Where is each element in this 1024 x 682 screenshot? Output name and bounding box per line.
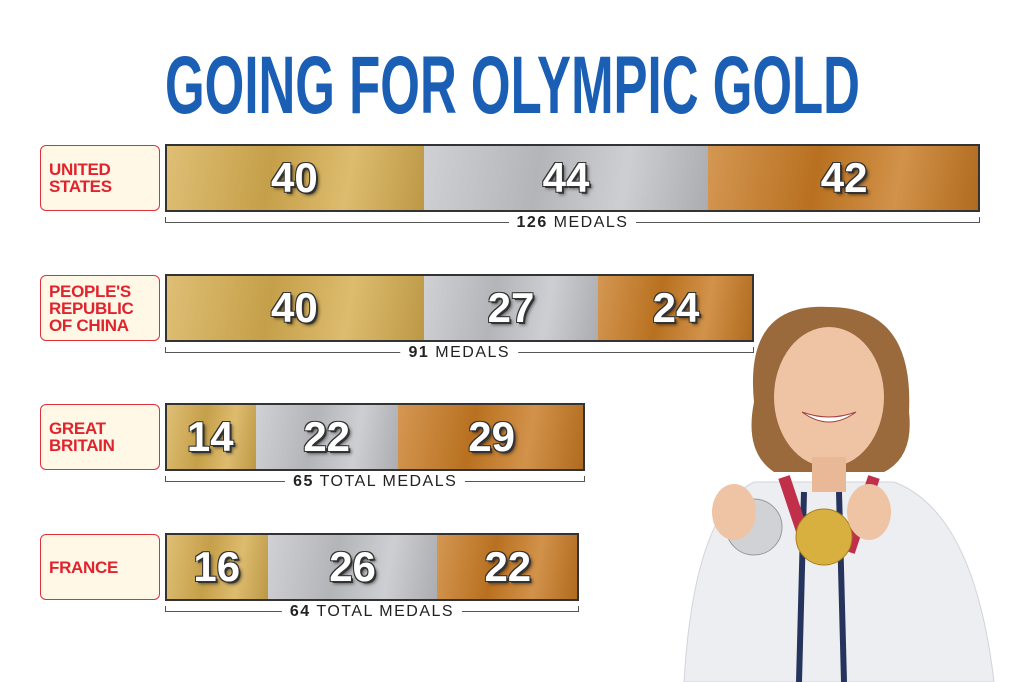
value-label: 22 bbox=[484, 543, 532, 590]
total-label: 64 TOTAL MEDALS bbox=[281, 603, 463, 621]
total-value: 64 bbox=[289, 603, 311, 620]
total-label: 126 MEDALS bbox=[508, 214, 637, 232]
bar-segment bbox=[436, 533, 579, 601]
bar-segment bbox=[165, 274, 424, 342]
category-label: GREAT BRITAIN bbox=[40, 404, 160, 470]
total-value: 126 bbox=[516, 214, 548, 231]
bar-segment bbox=[165, 144, 424, 212]
total-unit: TOTAL MEDALS bbox=[316, 603, 455, 620]
bar-segment bbox=[397, 403, 586, 471]
category-label: FRANCE bbox=[40, 534, 160, 600]
value-label: 27 bbox=[487, 284, 535, 331]
value-label: 24 bbox=[652, 284, 700, 331]
bar-segment bbox=[165, 403, 256, 471]
bar-segment bbox=[165, 533, 269, 601]
total-unit: TOTAL MEDALS bbox=[319, 473, 458, 490]
bar-segment bbox=[598, 274, 754, 342]
value-label: 29 bbox=[468, 413, 515, 460]
value-label: 26 bbox=[329, 543, 376, 590]
total-unit: MEDALS bbox=[553, 214, 629, 231]
bar-segment bbox=[255, 403, 398, 471]
value-label: 14 bbox=[186, 413, 234, 460]
value-label: 16 bbox=[193, 543, 241, 590]
value-label: 40 bbox=[271, 284, 318, 331]
total-label: 91 MEDALS bbox=[400, 344, 519, 362]
bar-segment bbox=[708, 144, 980, 212]
value-label: 22 bbox=[303, 413, 351, 460]
bar-segment bbox=[268, 533, 437, 601]
value-label: 42 bbox=[820, 154, 868, 201]
category-label: PEOPLE'S REPUBLIC OF CHINA bbox=[40, 275, 160, 341]
total-value: 65 bbox=[293, 473, 314, 490]
bar-segment bbox=[423, 274, 599, 342]
total-label: 65 TOTAL MEDALS bbox=[285, 473, 466, 491]
chart-title: GOING FOR OLYMPIC GOLD bbox=[165, 40, 860, 130]
title-area: GOING FOR OLYMPIC GOLD bbox=[165, 40, 860, 130]
value-label: 40 bbox=[271, 154, 318, 201]
bar-segment bbox=[423, 144, 709, 212]
athlete-photo bbox=[683, 306, 995, 682]
total-value: 91 bbox=[408, 344, 430, 361]
category-label: UNITED STATES bbox=[40, 145, 160, 211]
total-unit: MEDALS bbox=[435, 344, 511, 361]
value-label: 44 bbox=[542, 154, 590, 201]
